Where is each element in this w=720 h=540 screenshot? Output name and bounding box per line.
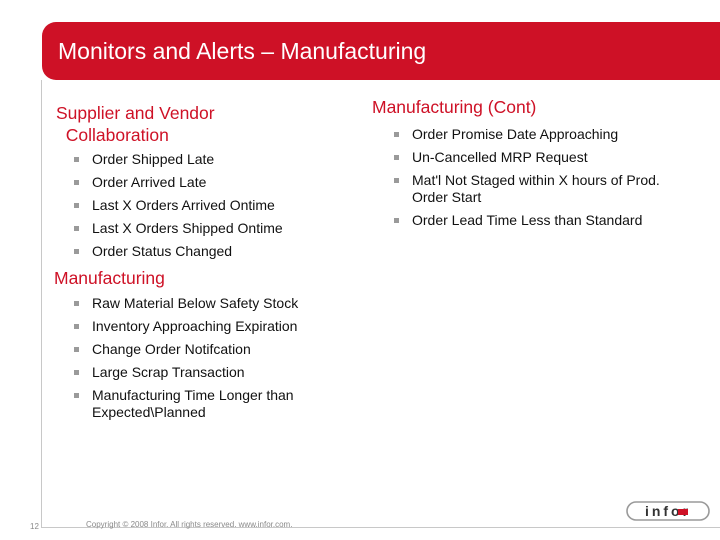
bullet-icon: [74, 324, 79, 329]
manufacturing-item: Manufacturing Time Longer than Expected\…: [74, 387, 298, 421]
supplier-item: Order Arrived Late: [74, 174, 283, 191]
manufacturing-cont-item: Un-Cancelled MRP Request: [394, 149, 660, 166]
bullet-icon: [74, 347, 79, 352]
bullet-icon: [74, 226, 79, 231]
heading-manufacturing-cont: Manufacturing (Cont): [372, 97, 537, 117]
supplier-item-text: Last X Orders Arrived Ontime: [92, 197, 275, 213]
supplier-item: Last X Orders Arrived Ontime: [74, 197, 283, 214]
manufacturing-item-text: Large Scrap Transaction: [92, 364, 245, 380]
manufacturing-item-text: Raw Material Below Safety Stock: [92, 295, 299, 311]
heading-manufacturing: Manufacturing: [54, 268, 165, 288]
supplier-item: Last X Orders Shipped Ontime: [74, 220, 283, 237]
manufacturing-item: Change Order Notifcation: [74, 341, 298, 358]
manufacturing-cont-item-text: Order Promise Date Approaching: [412, 126, 619, 142]
title-bar: [42, 22, 720, 80]
slide-title: Monitors and Alerts – Manufacturing: [58, 38, 427, 64]
supplier-list: Order Shipped Late Order Arrived Late Last…: [74, 151, 283, 266]
bullet-icon: [74, 393, 79, 398]
bullet-icon: [74, 157, 79, 162]
manufacturing-item-text: Change Order Notifcation: [92, 341, 251, 357]
supplier-item: Order Shipped Late: [74, 151, 283, 168]
logo-wordmark: infor: [645, 503, 691, 519]
footer-rule: [41, 527, 720, 528]
manufacturing-cont-item: Order Lead Time Less than Standard: [394, 212, 660, 229]
left-rule: [41, 80, 42, 528]
copyright-text: Copyright © 2008 Infor. All rights reser…: [86, 520, 293, 529]
supplier-item-text: Order Shipped Late: [92, 151, 215, 167]
manufacturing-cont-list: Order Promise Date Approaching Un-Cancell…: [394, 126, 660, 235]
supplier-item-text: Order Arrived Late: [92, 174, 207, 190]
supplier-item: Order Status Changed: [74, 243, 283, 260]
manufacturing-cont-item-text: Un-Cancelled MRP Request: [412, 149, 588, 165]
bullet-icon: [74, 249, 79, 254]
manufacturing-item: Large Scrap Transaction: [74, 364, 298, 381]
supplier-item-text: Order Status Changed: [92, 243, 233, 259]
bullet-icon: [74, 203, 79, 208]
bullet-icon: [394, 155, 399, 160]
manufacturing-cont-item-text: Mat'l Not Staged within X hours of Prod.…: [412, 172, 660, 205]
page-number: 12: [30, 522, 39, 531]
bullet-icon: [394, 178, 399, 183]
heading-supplier-vendor: Supplier and Vendor Collaboration: [56, 103, 215, 145]
bullet-icon: [394, 132, 399, 137]
bullet-icon: [394, 218, 399, 223]
bullet-icon: [74, 180, 79, 185]
bullet-icon: [74, 370, 79, 375]
manufacturing-item-text: Manufacturing Time Longer than Expected\…: [92, 387, 294, 420]
bullet-icon: [74, 301, 79, 306]
manufacturing-item: Inventory Approaching Expiration: [74, 318, 298, 335]
manufacturing-item-text: Inventory Approaching Expiration: [92, 318, 298, 334]
manufacturing-item: Raw Material Below Safety Stock: [74, 295, 298, 312]
manufacturing-list: Raw Material Below Safety Stock Inventory…: [74, 295, 298, 427]
manufacturing-cont-item: Order Promise Date Approaching: [394, 126, 660, 143]
supplier-item-text: Last X Orders Shipped Ontime: [92, 220, 283, 236]
manufacturing-cont-item: Mat'l Not Staged within X hours of Prod.…: [394, 172, 660, 206]
manufacturing-cont-item-text: Order Lead Time Less than Standard: [412, 212, 643, 228]
infor-logo-icon: infor: [626, 501, 710, 521]
